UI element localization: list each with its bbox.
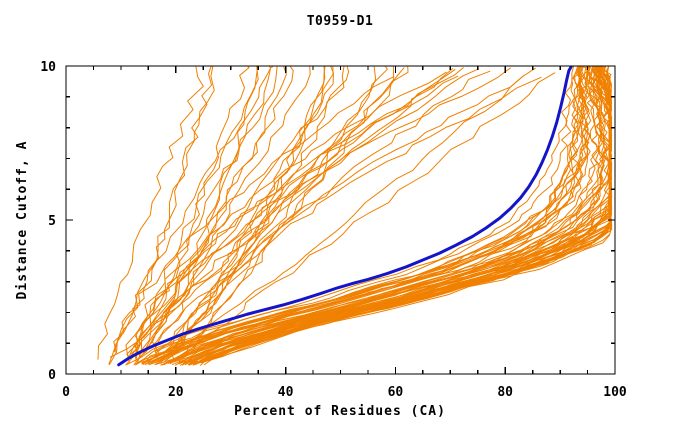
data-curve xyxy=(141,66,583,363)
data-curve xyxy=(147,66,588,365)
data-curve xyxy=(144,66,584,366)
y-tick-labels: 0 5 10 xyxy=(40,60,56,383)
data-curve xyxy=(192,66,612,364)
data-curve xyxy=(134,75,459,358)
data-curve xyxy=(117,66,573,367)
data-curve xyxy=(155,66,589,363)
x-tick-label: 40 xyxy=(278,385,294,400)
data-curve xyxy=(141,66,326,365)
data-curve xyxy=(141,66,582,364)
x-tick-label: 20 xyxy=(168,385,184,400)
x-tick-label: 0 xyxy=(62,385,70,400)
data-curve xyxy=(109,76,394,366)
data-curve xyxy=(125,66,575,366)
y-tick-label: 10 xyxy=(40,60,56,75)
data-curve xyxy=(160,74,525,365)
x-axis-label: Percent of Residues (CA) xyxy=(234,404,446,419)
data-curve xyxy=(169,76,542,361)
data-curve xyxy=(116,66,273,354)
data-curve xyxy=(154,66,598,366)
data-curve xyxy=(160,66,604,366)
data-curve xyxy=(162,66,600,365)
data-curve xyxy=(169,66,608,365)
data-curve xyxy=(134,66,259,359)
data-curve xyxy=(129,68,454,354)
data-curve xyxy=(200,66,613,363)
data-curve xyxy=(125,66,250,366)
data-curve xyxy=(142,70,491,354)
data-curve xyxy=(144,66,585,365)
data-curve xyxy=(97,66,204,360)
data-curve xyxy=(114,66,215,353)
data-curve xyxy=(190,66,613,365)
data-curve xyxy=(133,66,311,366)
data-curve xyxy=(139,66,287,354)
data-curve xyxy=(125,71,447,364)
data-curve xyxy=(154,66,592,366)
data-curve xyxy=(127,66,294,357)
y-tick-label: 0 xyxy=(48,368,56,383)
chart-title: T0959-D1 xyxy=(306,14,374,29)
data-curve xyxy=(131,67,464,356)
data-curve xyxy=(154,66,350,362)
data-curve xyxy=(188,66,613,366)
data-curve xyxy=(171,66,613,365)
y-axis-label: Distance Cutoff, A xyxy=(15,141,30,300)
data-curve xyxy=(150,66,334,364)
data-curves-layer xyxy=(97,66,613,367)
data-curve xyxy=(178,66,612,365)
data-curve xyxy=(142,66,579,365)
data-curve xyxy=(155,66,591,363)
x-tick-label: 60 xyxy=(388,385,404,400)
data-curve xyxy=(172,66,388,356)
data-curve xyxy=(155,66,326,352)
x-tick-label: 80 xyxy=(497,385,513,400)
y-tick-label: 5 xyxy=(48,214,56,229)
data-curve xyxy=(135,68,480,360)
data-curve xyxy=(163,67,536,363)
x-tick-label: 100 xyxy=(603,385,627,400)
data-curve xyxy=(170,66,607,363)
data-curve xyxy=(168,66,377,356)
x-tick-labels: 0 20 40 60 80 100 xyxy=(62,385,627,400)
axis-ticks-layer xyxy=(65,65,616,375)
data-curve xyxy=(173,72,556,360)
data-curve xyxy=(151,67,511,355)
